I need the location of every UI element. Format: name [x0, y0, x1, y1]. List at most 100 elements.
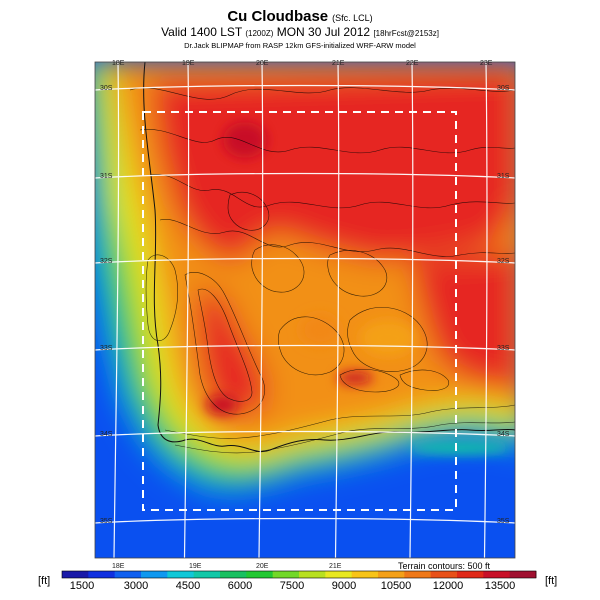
meridian-line [409, 62, 414, 558]
contour-15 [327, 250, 387, 297]
colorbar-swatch [351, 571, 379, 578]
valid-prefix: Valid 1400 LST [161, 25, 243, 39]
colorbar-swatch [404, 571, 432, 578]
colorbar-swatch [272, 571, 300, 578]
contour-2 [139, 129, 515, 154]
lon-label-bottom: 18E [112, 563, 125, 570]
colorbar-swatch [193, 571, 221, 578]
meridian-line [113, 62, 120, 558]
hot-spot-karoo [337, 372, 373, 384]
contour-9 [339, 369, 400, 393]
colorbar-tick-label: 12000 [433, 580, 464, 592]
parallel-line [95, 344, 515, 351]
field-red-east [410, 250, 515, 389]
contour-16 [227, 191, 270, 231]
parallel-line [95, 517, 515, 524]
colorbar-swatch [220, 571, 247, 578]
lat-label-right: 33S [497, 345, 510, 352]
colorbar-tick-label: 10500 [381, 580, 412, 592]
lat-label-left: 31S [100, 173, 113, 180]
contour-3 [149, 174, 515, 209]
valid-time-line: Valid 1400 LST (1200Z) MON 30 Jul 2012 [… [0, 25, 600, 39]
hot-spot-ridge [206, 395, 238, 415]
lon-label-bottom: 20E [256, 563, 269, 570]
cool-basin [360, 320, 416, 356]
colorbar-swatch [430, 571, 458, 578]
colorbar-unit-right: [ft] [545, 575, 557, 587]
colorbar-unit-left: [ft] [38, 575, 50, 587]
lat-label-left: 33S [100, 345, 113, 352]
coastal-teal [410, 442, 510, 454]
colorbar-swatch [88, 571, 116, 578]
colorbar-swatch [483, 571, 511, 578]
colorbar-swatch [167, 571, 195, 578]
contour-5 [184, 272, 266, 415]
map-area [95, 62, 515, 558]
colorbar-swatch [378, 571, 405, 578]
lat-label-right: 35S [497, 518, 510, 525]
lon-label-top: 23E [480, 60, 493, 67]
meridian-line [183, 62, 190, 558]
colorbar-swatch [299, 571, 326, 578]
map-title-text: Cu Cloudbase [227, 8, 329, 25]
lon-label-top: 21E [332, 60, 345, 67]
lat-lon-grid [95, 62, 515, 558]
colorbar-swatch [325, 571, 353, 578]
lat-label-right: 34S [497, 431, 510, 438]
colorbar-tick-label: 6000 [228, 580, 252, 592]
parallel-line [95, 257, 515, 264]
lat-label-left: 35S [100, 518, 113, 525]
colorbar-tick-label: 1500 [70, 580, 94, 592]
lat-label-left: 34S [100, 431, 113, 438]
cloudbase-field [95, 62, 515, 492]
contour-10 [399, 369, 450, 391]
lat-label-right: 31S [497, 173, 510, 180]
map-title-suffix: (Sfc. LCL) [332, 13, 373, 23]
parallel-line [95, 430, 515, 437]
meridian-line [483, 62, 488, 558]
lat-label-right: 30S [497, 85, 510, 92]
hot-spot-north [223, 122, 267, 158]
lon-label-top: 20E [256, 60, 269, 67]
colorbar-swatch [114, 571, 142, 578]
colorbar-swatch [141, 571, 168, 578]
credit-line: Dr.Jack BLIPMAP from RASP 12km GFS-initi… [184, 41, 416, 50]
cool-valley [300, 314, 340, 346]
cloudbase-highlights [206, 122, 510, 454]
colorbar-tick-label: 3000 [124, 580, 148, 592]
terrain-contour-note: Terrain contours: 500 ft [398, 561, 491, 571]
map-border [94, 61, 516, 559]
lon-label-top: 19E [182, 60, 195, 67]
forecast-tag: [18hrFcst@2153z] [373, 29, 439, 38]
colorbar-swatch [246, 571, 274, 578]
contour-6 [197, 288, 253, 402]
colorbar [61, 570, 537, 579]
subdomain-box [142, 111, 457, 511]
contour-7 [277, 316, 345, 376]
lon-label-top: 18E [112, 60, 125, 67]
contour-14 [251, 244, 305, 293]
lon-labels-top: 18E 19E 20E 21E 22E 23E [112, 60, 493, 67]
colorbar-swatch [457, 571, 484, 578]
colorbar-swatch [62, 571, 89, 578]
meridian-line [258, 62, 264, 558]
lon-labels-bottom: 18E 19E 20E 21E [112, 563, 342, 570]
lat-label-right: 32S [497, 258, 510, 265]
contour-8 [347, 307, 428, 372]
lon-label-bottom: 21E [329, 563, 342, 570]
lat-labels-right: 30S 31S 32S 33S 34S 35S [497, 85, 510, 525]
colorbar-tick-label: 13500 [485, 580, 516, 592]
lon-label-bottom: 19E [189, 563, 202, 570]
colorbar-tick-label: 7500 [280, 580, 304, 592]
map-title: Cu Cloudbase (Sfc. LCL) [0, 8, 600, 25]
colorbar-outline [61, 570, 537, 579]
lat-label-left: 32S [100, 258, 113, 265]
field-red [150, 70, 515, 262]
colorbar-tick-label: 4500 [176, 580, 200, 592]
colorbar-ticks: 1500 3000 4500 6000 7500 9000 10500 12000 13500 [70, 580, 516, 592]
contour-4 [159, 219, 515, 257]
parallel-line [95, 84, 515, 91]
lat-label-left: 30S [100, 85, 113, 92]
lat-labels-left: 30S 31S 32S 33S 34S 35S [100, 85, 113, 525]
meridian-line [334, 62, 340, 558]
